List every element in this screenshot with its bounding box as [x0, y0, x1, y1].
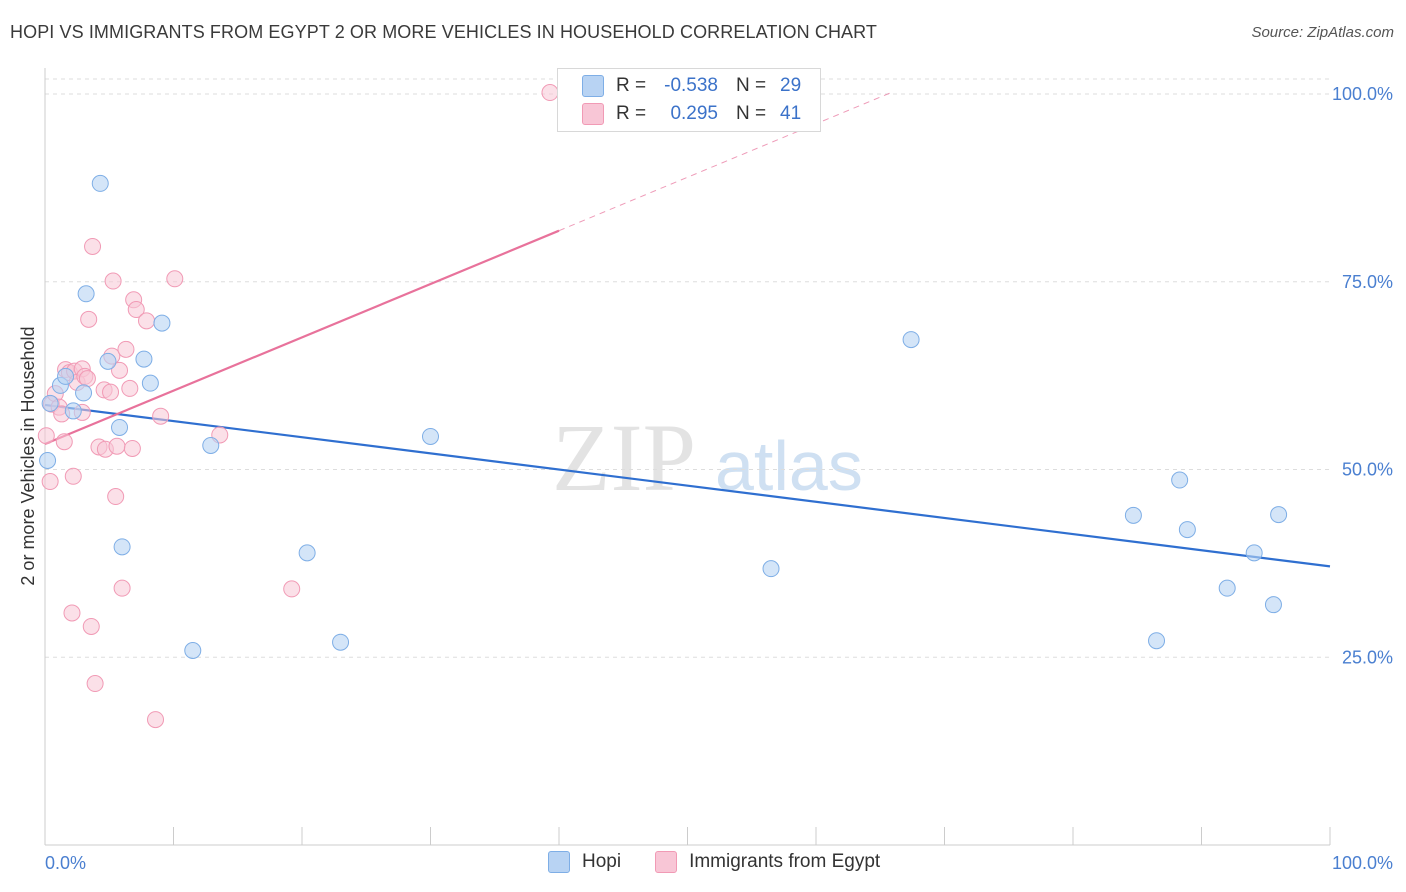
egypt-trend-line — [44, 229, 560, 445]
egypt-point — [147, 711, 165, 729]
watermark: ZIP atlas — [552, 404, 863, 511]
hopi-point — [1245, 544, 1263, 562]
egypt-point — [111, 361, 129, 379]
egypt-point — [63, 604, 81, 622]
hopi-point — [57, 367, 75, 385]
egypt-point — [41, 473, 59, 491]
hopi-point — [99, 352, 117, 370]
legend-n-label: N = — [736, 103, 767, 124]
hopi-point — [41, 394, 59, 412]
egypt-point — [113, 579, 131, 597]
egypt-point — [102, 383, 120, 401]
chart-title: HOPI VS IMMIGRANTS FROM EGYPT 2 OR MORE … — [10, 22, 878, 42]
watermark-zip: ZIP — [552, 404, 696, 511]
hopi-point — [1270, 506, 1288, 524]
egypt-point — [64, 467, 82, 485]
legend-n-label: N = — [736, 75, 767, 96]
hopi-point — [113, 538, 131, 556]
egypt-point — [86, 675, 104, 693]
hopi-point — [75, 384, 93, 402]
series-legend: Hopi Immigrants from Egypt — [548, 851, 914, 873]
hopi-point — [762, 560, 780, 578]
hopi-point — [153, 314, 171, 332]
hopi-point — [1218, 579, 1236, 597]
egypt-point — [37, 427, 55, 445]
hopi-point — [1124, 506, 1142, 524]
hopi-point — [135, 350, 153, 368]
egypt-swatch — [582, 103, 604, 125]
egypt-point — [104, 272, 122, 290]
hopi-point — [39, 451, 57, 469]
hopi-point — [902, 331, 920, 349]
egypt-point — [78, 370, 96, 388]
egypt-point — [283, 580, 301, 598]
egypt-points — [37, 84, 559, 729]
legend-row-hopi: R = -0.538 N = 29 — [582, 73, 801, 99]
hopi-swatch — [582, 75, 604, 97]
egypt-point — [107, 488, 125, 506]
hopi-legend-label: Hopi — [582, 851, 622, 872]
correlation-legend: R = -0.538 N = 29 R = 0.295 N = 41 — [557, 68, 821, 132]
y-tick-label: 75.0% — [1342, 272, 1393, 292]
legend-r-label: R = — [616, 75, 647, 96]
egypt-point — [108, 437, 126, 455]
egypt-legend-swatch — [655, 851, 678, 873]
y-tick-label: 50.0% — [1342, 460, 1393, 480]
egypt-point — [55, 433, 73, 451]
gridlines — [45, 78, 1330, 658]
hopi-point — [77, 285, 95, 303]
legend-r-label: R = — [616, 103, 647, 124]
egypt-legend-label: Immigrants from Egypt — [689, 851, 881, 872]
egypt-point — [117, 340, 135, 358]
hopi-points — [39, 174, 1288, 659]
legend-r-value: -0.538 — [664, 75, 718, 96]
x-tick-label: 100.0% — [1332, 853, 1393, 873]
hopi-trend-line — [44, 403, 1331, 568]
hopi-point — [1264, 596, 1282, 614]
x-tick-label: 0.0% — [45, 853, 86, 873]
hopi-point — [298, 544, 316, 562]
egypt-point — [166, 270, 184, 288]
hopi-point — [184, 641, 202, 659]
y-axis-label: 2 or more Vehicles in Household — [18, 326, 38, 585]
egypt-point — [152, 407, 170, 425]
legend-item-hopi: Hopi — [548, 851, 621, 873]
hopi-point — [111, 418, 129, 436]
egypt-point — [84, 237, 102, 255]
egypt-point — [123, 439, 141, 457]
egypt-point — [80, 310, 98, 328]
trend-lines — [44, 91, 1331, 568]
hopi-point — [422, 427, 439, 445]
hopi-point — [332, 633, 350, 651]
egypt-point — [138, 312, 156, 330]
legend-n-value: 29 — [780, 75, 802, 96]
y-tick-label: 100.0% — [1332, 84, 1393, 104]
legend-row-egypt: R = 0.295 N = 41 — [582, 101, 801, 127]
hopi-point — [141, 374, 159, 392]
watermark-atlas: atlas — [715, 427, 863, 505]
y-tick-labels: 100.0% 75.0% 50.0% 25.0% — [1332, 84, 1393, 667]
egypt-point — [82, 617, 100, 635]
hopi-point — [91, 174, 109, 192]
y-tick-label: 25.0% — [1342, 647, 1393, 667]
hopi-point — [1171, 471, 1189, 489]
hopi-point — [64, 402, 82, 420]
egypt-point — [127, 301, 145, 319]
hopi-point — [1178, 521, 1196, 539]
hopi-legend-swatch — [548, 851, 570, 873]
legend-item-egypt: Immigrants from Egypt — [655, 851, 880, 873]
hopi-point — [1148, 632, 1166, 650]
legend-n-value: 41 — [780, 103, 802, 124]
egypt-trend-extension — [558, 91, 894, 232]
hopi-point — [202, 436, 220, 454]
egypt-point — [541, 84, 559, 102]
chart-source: Source: ZipAtlas.com — [1251, 24, 1394, 41]
egypt-point — [121, 379, 139, 397]
legend-r-value: 0.295 — [670, 103, 718, 124]
x-tick-labels: 0.0% 100.0% — [45, 853, 1393, 873]
